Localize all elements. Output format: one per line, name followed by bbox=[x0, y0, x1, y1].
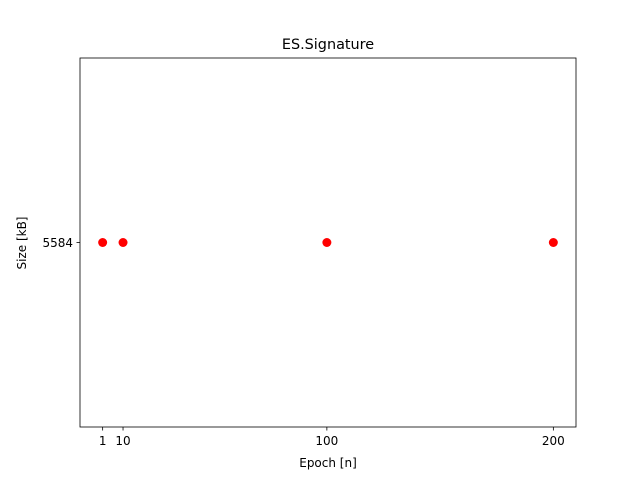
x-tick-label: 1 bbox=[99, 434, 107, 448]
x-tick-label: 200 bbox=[542, 434, 565, 448]
x-tick-label: 100 bbox=[315, 434, 338, 448]
data-point bbox=[322, 238, 332, 247]
chart-title: ES.Signature bbox=[282, 37, 374, 53]
y-tick-label: 5584 bbox=[42, 236, 73, 250]
y-axis-ticks: 5584 bbox=[42, 236, 80, 250]
x-tick-label: 10 bbox=[115, 434, 130, 448]
plot-frame bbox=[79, 57, 577, 428]
data-point bbox=[548, 238, 558, 247]
data-point bbox=[118, 238, 128, 247]
x-axis-ticks: 1 10 100 200 bbox=[99, 427, 565, 448]
data-point bbox=[98, 238, 108, 247]
y-axis-label: Size [kB] bbox=[15, 217, 29, 270]
x-axis-label: Epoch [n] bbox=[299, 456, 357, 470]
data-points bbox=[98, 238, 558, 247]
